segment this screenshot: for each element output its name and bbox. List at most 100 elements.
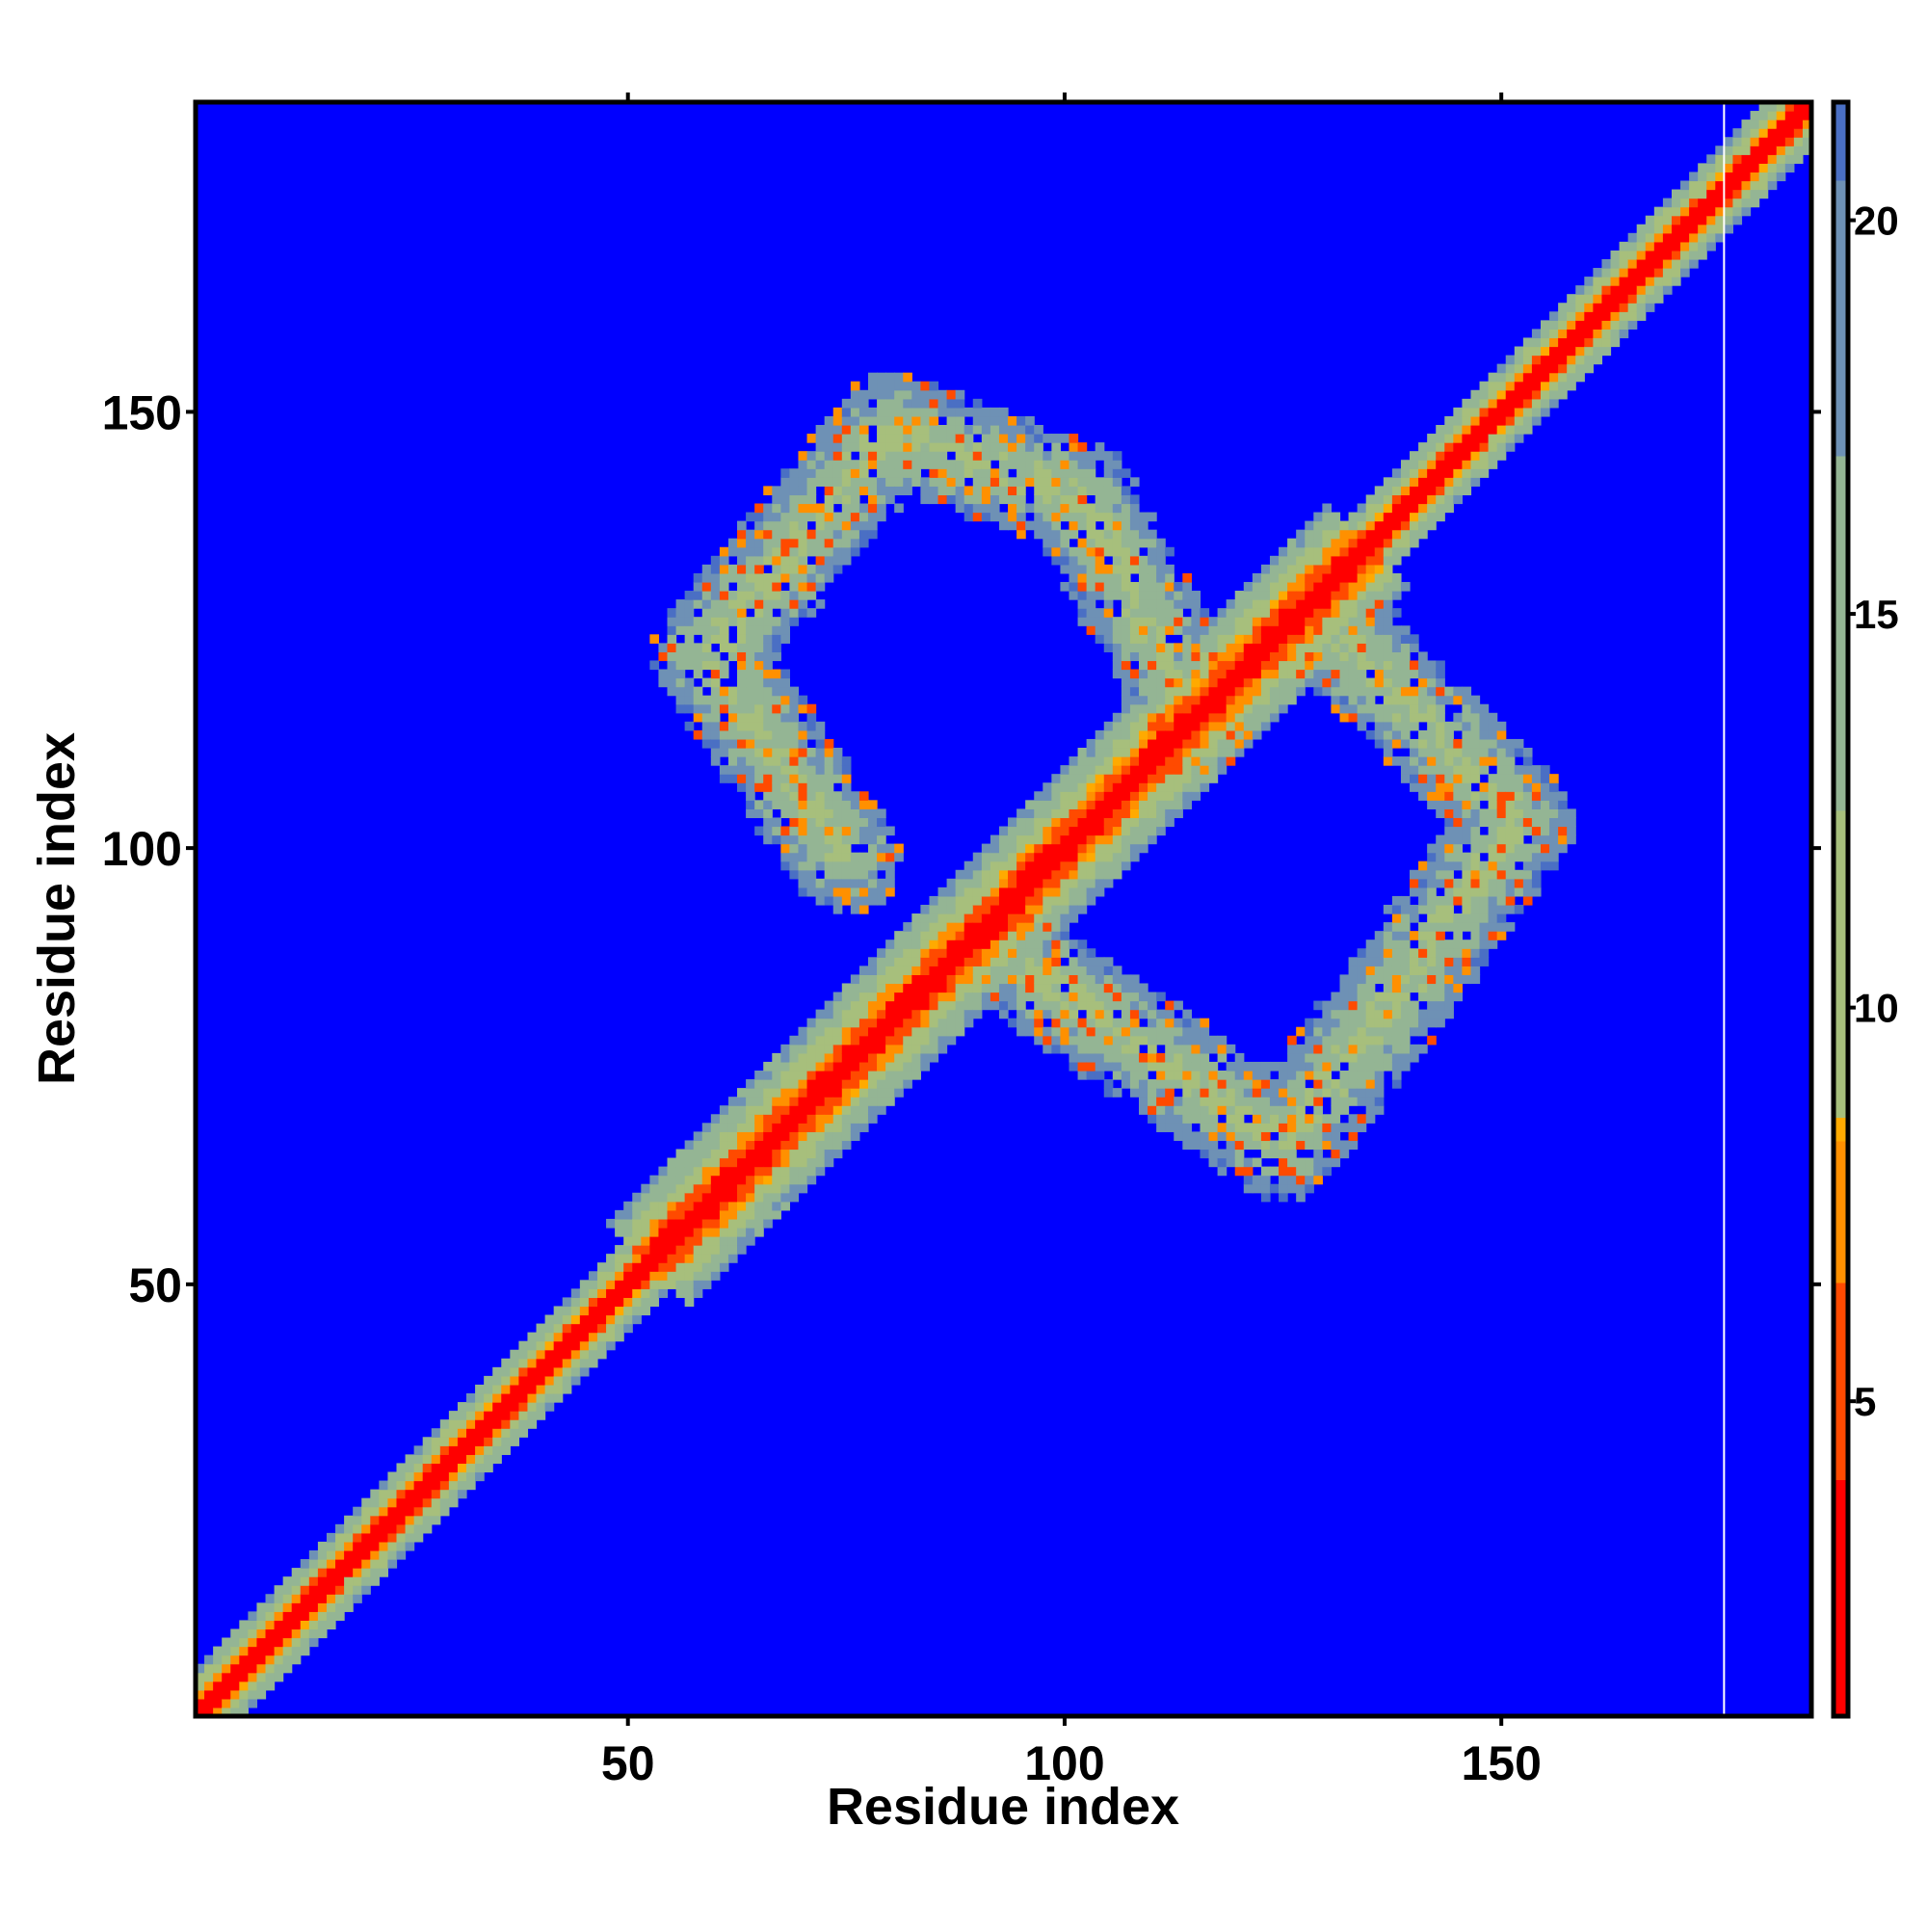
- heatmap-cell: [1148, 712, 1157, 723]
- heatmap-cell: [1260, 1149, 1271, 1159]
- heatmap-cell: [754, 1114, 764, 1124]
- heatmap-cell: [946, 913, 957, 923]
- heatmap-cell: [780, 1097, 791, 1106]
- heatmap-cell: [929, 992, 939, 1002]
- heatmap-cell: [1279, 1131, 1288, 1142]
- heatmap-cell: [222, 1637, 231, 1648]
- heatmap-cell: [649, 1201, 660, 1211]
- heatmap-cell: [841, 1114, 852, 1124]
- heatmap-cell: [1365, 529, 1376, 540]
- heatmap-cell: [1436, 729, 1445, 740]
- heatmap-cell: [1374, 591, 1385, 600]
- heatmap-cell: [990, 966, 1000, 975]
- heatmap-cell: [990, 869, 1000, 880]
- heatmap-cell: [1331, 1114, 1341, 1124]
- heatmap-cell: [1148, 1088, 1157, 1098]
- heatmap-cell: [903, 398, 912, 409]
- heatmap-cell: [1077, 608, 1088, 618]
- heatmap-cell: [867, 1105, 878, 1115]
- heatmap-cell: [920, 1009, 931, 1019]
- heatmap-cell: [1322, 643, 1333, 652]
- heatmap-cell: [1025, 826, 1035, 836]
- heatmap-cell: [964, 486, 974, 496]
- heatmap-cell: [1226, 721, 1236, 731]
- heatmap-cell: [475, 1471, 485, 1482]
- heatmap-cell: [998, 948, 1009, 958]
- heatmap-cell: [1165, 660, 1175, 671]
- heatmap-cell: [396, 1549, 407, 1560]
- heatmap-cell: [1418, 887, 1428, 897]
- heatmap-cell: [1365, 1052, 1376, 1063]
- heatmap-cell: [1488, 738, 1498, 749]
- heatmap-cell: [981, 878, 991, 888]
- heatmap-cell: [1427, 756, 1437, 766]
- heatmap-cell: [222, 1672, 231, 1682]
- heatmap-cell: [1174, 1131, 1183, 1142]
- heatmap-cell: [623, 1262, 633, 1272]
- heatmap-cell: [1444, 887, 1454, 897]
- heatmap-cell: [1488, 407, 1498, 417]
- heatmap-cell: [1069, 895, 1079, 906]
- heatmap-cell: [1505, 860, 1516, 871]
- heatmap-cell: [1034, 529, 1043, 540]
- heatmap-cell: [1331, 1000, 1341, 1011]
- heatmap-cell: [1331, 1140, 1341, 1151]
- heatmap-cell: [632, 1306, 642, 1316]
- heatmap-cell: [746, 1157, 755, 1168]
- heatmap-cell: [1129, 695, 1140, 705]
- heatmap-cell: [1462, 860, 1472, 871]
- heatmap-cell: [1418, 782, 1428, 792]
- heatmap-cell: [1444, 817, 1454, 828]
- heatmap-cell: [754, 555, 764, 566]
- heatmap-cell: [1226, 1149, 1236, 1159]
- heatmap-cell: [885, 983, 895, 993]
- heatmap-cell: [1331, 669, 1341, 679]
- heatmap-cell: [693, 1131, 703, 1142]
- heatmap-cell: [858, 869, 869, 880]
- heatmap-cell: [719, 617, 729, 626]
- heatmap-cell: [955, 451, 965, 461]
- heatmap-cell: [1165, 1071, 1175, 1080]
- heatmap-cell: [1077, 887, 1088, 897]
- heatmap-cell: [1427, 852, 1437, 862]
- heatmap-cell: [701, 738, 712, 749]
- heatmap-cell: [553, 1358, 564, 1368]
- heatmap-cell: [885, 1026, 895, 1037]
- heatmap-cell: [1365, 966, 1376, 975]
- heatmap-cell: [1112, 765, 1122, 775]
- heatmap-cell: [885, 407, 895, 417]
- heatmap-cell: [841, 860, 852, 871]
- heatmap-cell: [291, 1620, 302, 1630]
- heatmap-cell: [798, 852, 808, 862]
- heatmap-cell: [1374, 1079, 1385, 1089]
- heatmap-cell: [824, 503, 834, 514]
- heatmap-cell: [1226, 608, 1236, 618]
- heatmap-cell: [867, 460, 878, 469]
- heatmap-cell: [710, 634, 721, 644]
- heatmap-cell: [1418, 860, 1428, 871]
- heatmap-cell: [903, 983, 912, 993]
- heatmap-cell: [1427, 677, 1437, 688]
- heatmap-cell: [1191, 1061, 1201, 1072]
- heatmap-cell: [1148, 791, 1157, 801]
- heatmap-cell: [1444, 442, 1454, 452]
- heatmap-cell: [998, 992, 1009, 1002]
- heatmap-cell: [937, 1018, 948, 1028]
- heatmap-cell: [754, 1183, 764, 1194]
- heatmap-cell: [675, 1218, 686, 1229]
- heatmap-cell: [1296, 538, 1306, 548]
- heatmap-cell: [1060, 512, 1070, 522]
- heatmap-cell: [649, 1218, 660, 1229]
- heatmap-cell: [1165, 1123, 1175, 1132]
- heatmap-cell: [1488, 834, 1498, 845]
- heatmap-cell: [658, 1271, 669, 1281]
- heatmap-cell: [1043, 460, 1052, 469]
- heatmap-cell: [1470, 389, 1481, 400]
- heatmap-cell: [894, 1009, 904, 1019]
- heatmap-cell: [1348, 686, 1359, 697]
- heatmap-cell: [858, 826, 869, 836]
- heatmap-cell: [588, 1332, 598, 1342]
- heatmap-cell: [1453, 817, 1463, 828]
- heatmap-cell: [1269, 1166, 1280, 1177]
- heatmap-cell: [466, 1411, 476, 1420]
